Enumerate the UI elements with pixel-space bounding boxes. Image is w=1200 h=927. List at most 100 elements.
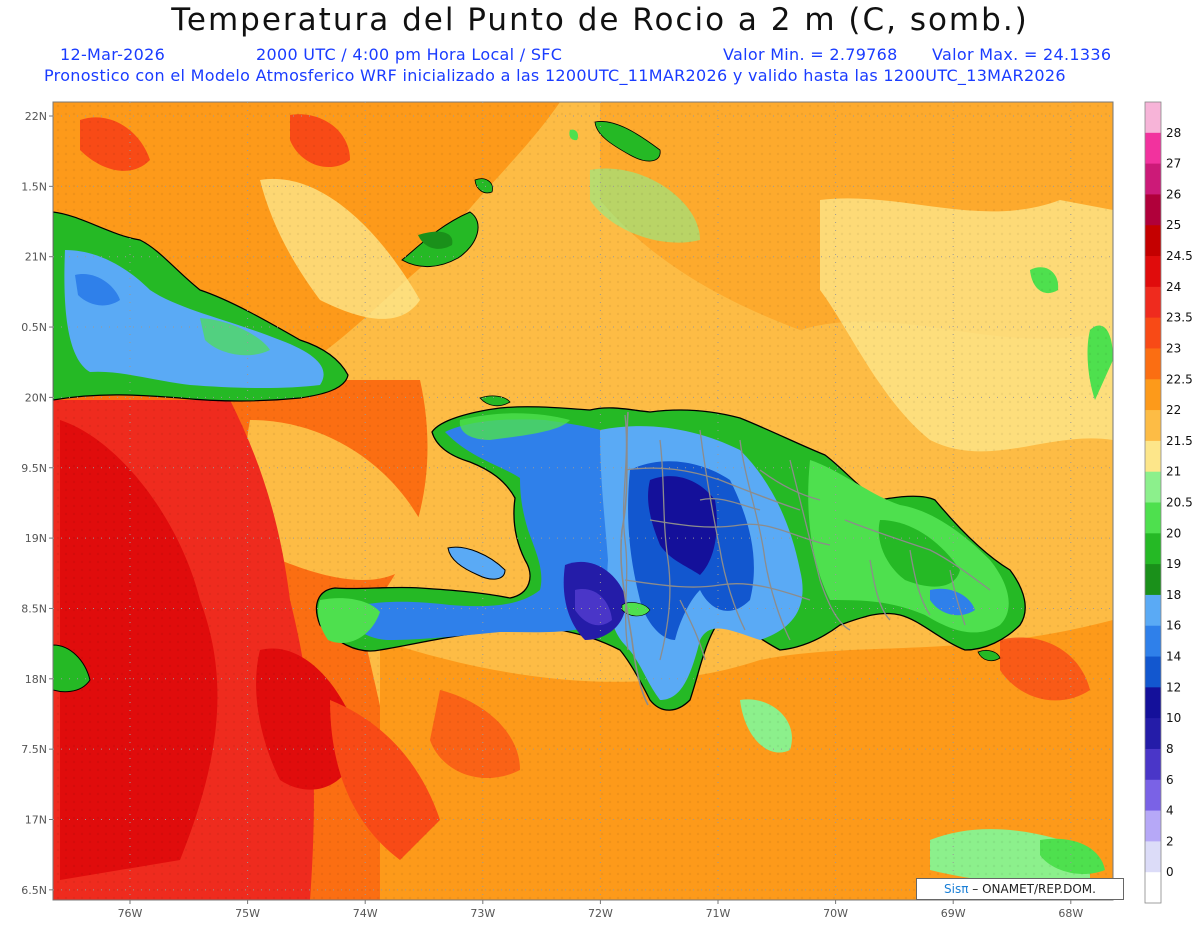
colorbar-swatch: [1145, 748, 1161, 781]
colorbar-label: 2: [1166, 834, 1174, 848]
caicos-island: [594, 121, 661, 162]
colorbar-label: 20.5: [1166, 496, 1193, 510]
colorbar-label: 21: [1166, 465, 1181, 479]
colorbar-label: 24: [1166, 280, 1181, 294]
colorbar-label: 27: [1166, 157, 1181, 171]
colorbar-label: 12: [1166, 680, 1181, 694]
colorbar-swatch: [1145, 471, 1161, 503]
max-value: Valor Max. = 24.1336: [932, 45, 1112, 64]
small-island-1: [474, 178, 493, 194]
colorbar-swatch: [1145, 625, 1161, 658]
lon-label: 69W: [941, 907, 966, 920]
lat-label: 17N: [25, 814, 47, 827]
colorbar-swatch: [1145, 656, 1161, 688]
plot-frame: [52, 101, 1114, 901]
sierra-coldspot: [575, 589, 612, 626]
inagua-darker: [418, 231, 453, 249]
min-value: Valor Min. = 2.79768: [723, 45, 898, 64]
haiti-sw-green: [318, 598, 380, 643]
colorbar-label: 6: [1166, 773, 1174, 787]
colorbar-label: 28: [1166, 126, 1181, 140]
colorbar-label: 4: [1166, 804, 1174, 818]
haiti-dr-border: [620, 411, 649, 706]
lon-label: 71W: [706, 907, 731, 920]
lon-label: 70W: [823, 907, 848, 920]
colorbar-label: 22: [1166, 403, 1181, 417]
credit-pi: π: [961, 882, 969, 896]
colorbar-label: 25: [1166, 218, 1181, 232]
forecast-time: 2000 UTC / 4:00 pm Hora Local / SFC: [256, 45, 563, 64]
credit-org: – ONAMET/REP.DOM.: [968, 882, 1096, 896]
forecast-date: 12-Mar-2026: [60, 45, 166, 64]
credit-box: Sisπ – ONAMET/REP.DOM.: [916, 878, 1124, 900]
colorbar-swatch: [1145, 102, 1161, 134]
colorbar-swatch: [1145, 163, 1161, 195]
lat-label: 21N: [25, 251, 47, 264]
lat-label: 6.5N: [21, 884, 47, 897]
colorbar-label: 20: [1166, 526, 1181, 540]
colorbar-swatch: [1145, 779, 1161, 812]
lon-label: 74W: [353, 907, 378, 920]
cuba-green-patch: [200, 318, 270, 356]
lat-label: 7.5N: [21, 743, 47, 756]
colorbar-swatch: [1145, 410, 1161, 442]
colorbar-label: 26: [1166, 187, 1181, 201]
lon-label: 76W: [118, 907, 143, 920]
lon-label: 68W: [1058, 907, 1083, 920]
province-boundaries: [622, 414, 991, 661]
haiti-cool-zone: [345, 419, 636, 640]
colorbar-label: 8: [1166, 742, 1174, 756]
lat-label: 19N: [25, 532, 47, 545]
colorbar-label: 23: [1166, 341, 1181, 355]
colorbar-swatch: [1145, 687, 1161, 719]
colorbar-label: 22.5: [1166, 372, 1193, 386]
gonave-island: [447, 546, 506, 580]
lat-label: 0.5N: [21, 321, 47, 334]
colorbar-label: 0: [1166, 865, 1174, 879]
plot-area: [53, 102, 1113, 900]
lat-label: 22N: [25, 110, 47, 123]
lat-label: 20N: [25, 391, 47, 404]
colorbar-swatch: [1145, 872, 1161, 904]
graticule: [53, 102, 1113, 900]
lon-label: 75W: [235, 907, 260, 920]
colorbar-swatch: [1145, 132, 1161, 165]
colorbar-swatch: [1145, 317, 1161, 349]
colorbar-frame: [1144, 101, 1162, 904]
colorbar: 2827262524.52423.52322.52221.52120.52019…: [1144, 101, 1193, 904]
colorbar-label: 18: [1166, 588, 1181, 602]
lon-label: 73W: [470, 907, 495, 920]
lat-label: 8.5N: [21, 602, 47, 615]
cuba-cold-spot: [75, 274, 120, 306]
colorbar-swatch: [1145, 379, 1161, 411]
colorbar-swatch: [1145, 841, 1161, 873]
colorbar-swatch: [1145, 348, 1161, 380]
lat-label: 1.5N: [21, 180, 47, 193]
latitude-labels: 22N 1.5N 21N 0.5N 20N 9.5N 19N 8.5N 18N 7.5N 17N 6.…: [21, 110, 53, 897]
lat-label: 18N: [25, 673, 47, 686]
colorbar-swatch: [1145, 533, 1161, 565]
colorbar-label: 21.5: [1166, 434, 1193, 448]
colorbar-swatch: [1145, 440, 1161, 473]
colorbar-swatch: [1145, 718, 1161, 750]
colorbar-label: 14: [1166, 650, 1181, 664]
colorbar-label: 10: [1166, 711, 1181, 725]
model-info: Pronostico con el Modelo Atmosferico WRF…: [44, 66, 1066, 85]
colorbar-label: 16: [1166, 619, 1181, 633]
colorbar-label: 19: [1166, 557, 1181, 571]
lat-label: 9.5N: [21, 462, 47, 475]
jamaica-landmass: [53, 644, 91, 693]
colorbar-swatch: [1145, 502, 1161, 534]
small-island-2: [569, 129, 579, 141]
lon-label: 72W: [588, 907, 613, 920]
saona-island: [977, 650, 1001, 662]
credit-sis: Sis: [944, 882, 962, 896]
colorbar-swatch: [1145, 194, 1161, 226]
tortuga-island: [479, 395, 511, 407]
colorbar-swatch: [1145, 225, 1161, 257]
dr-east-darker: [878, 520, 960, 587]
map-title: Temperatura del Punto de Rocio a 2 m (C,…: [171, 2, 1029, 38]
colorbar-label: 24.5: [1166, 249, 1193, 263]
colorbar-label: 23.5: [1166, 311, 1193, 325]
